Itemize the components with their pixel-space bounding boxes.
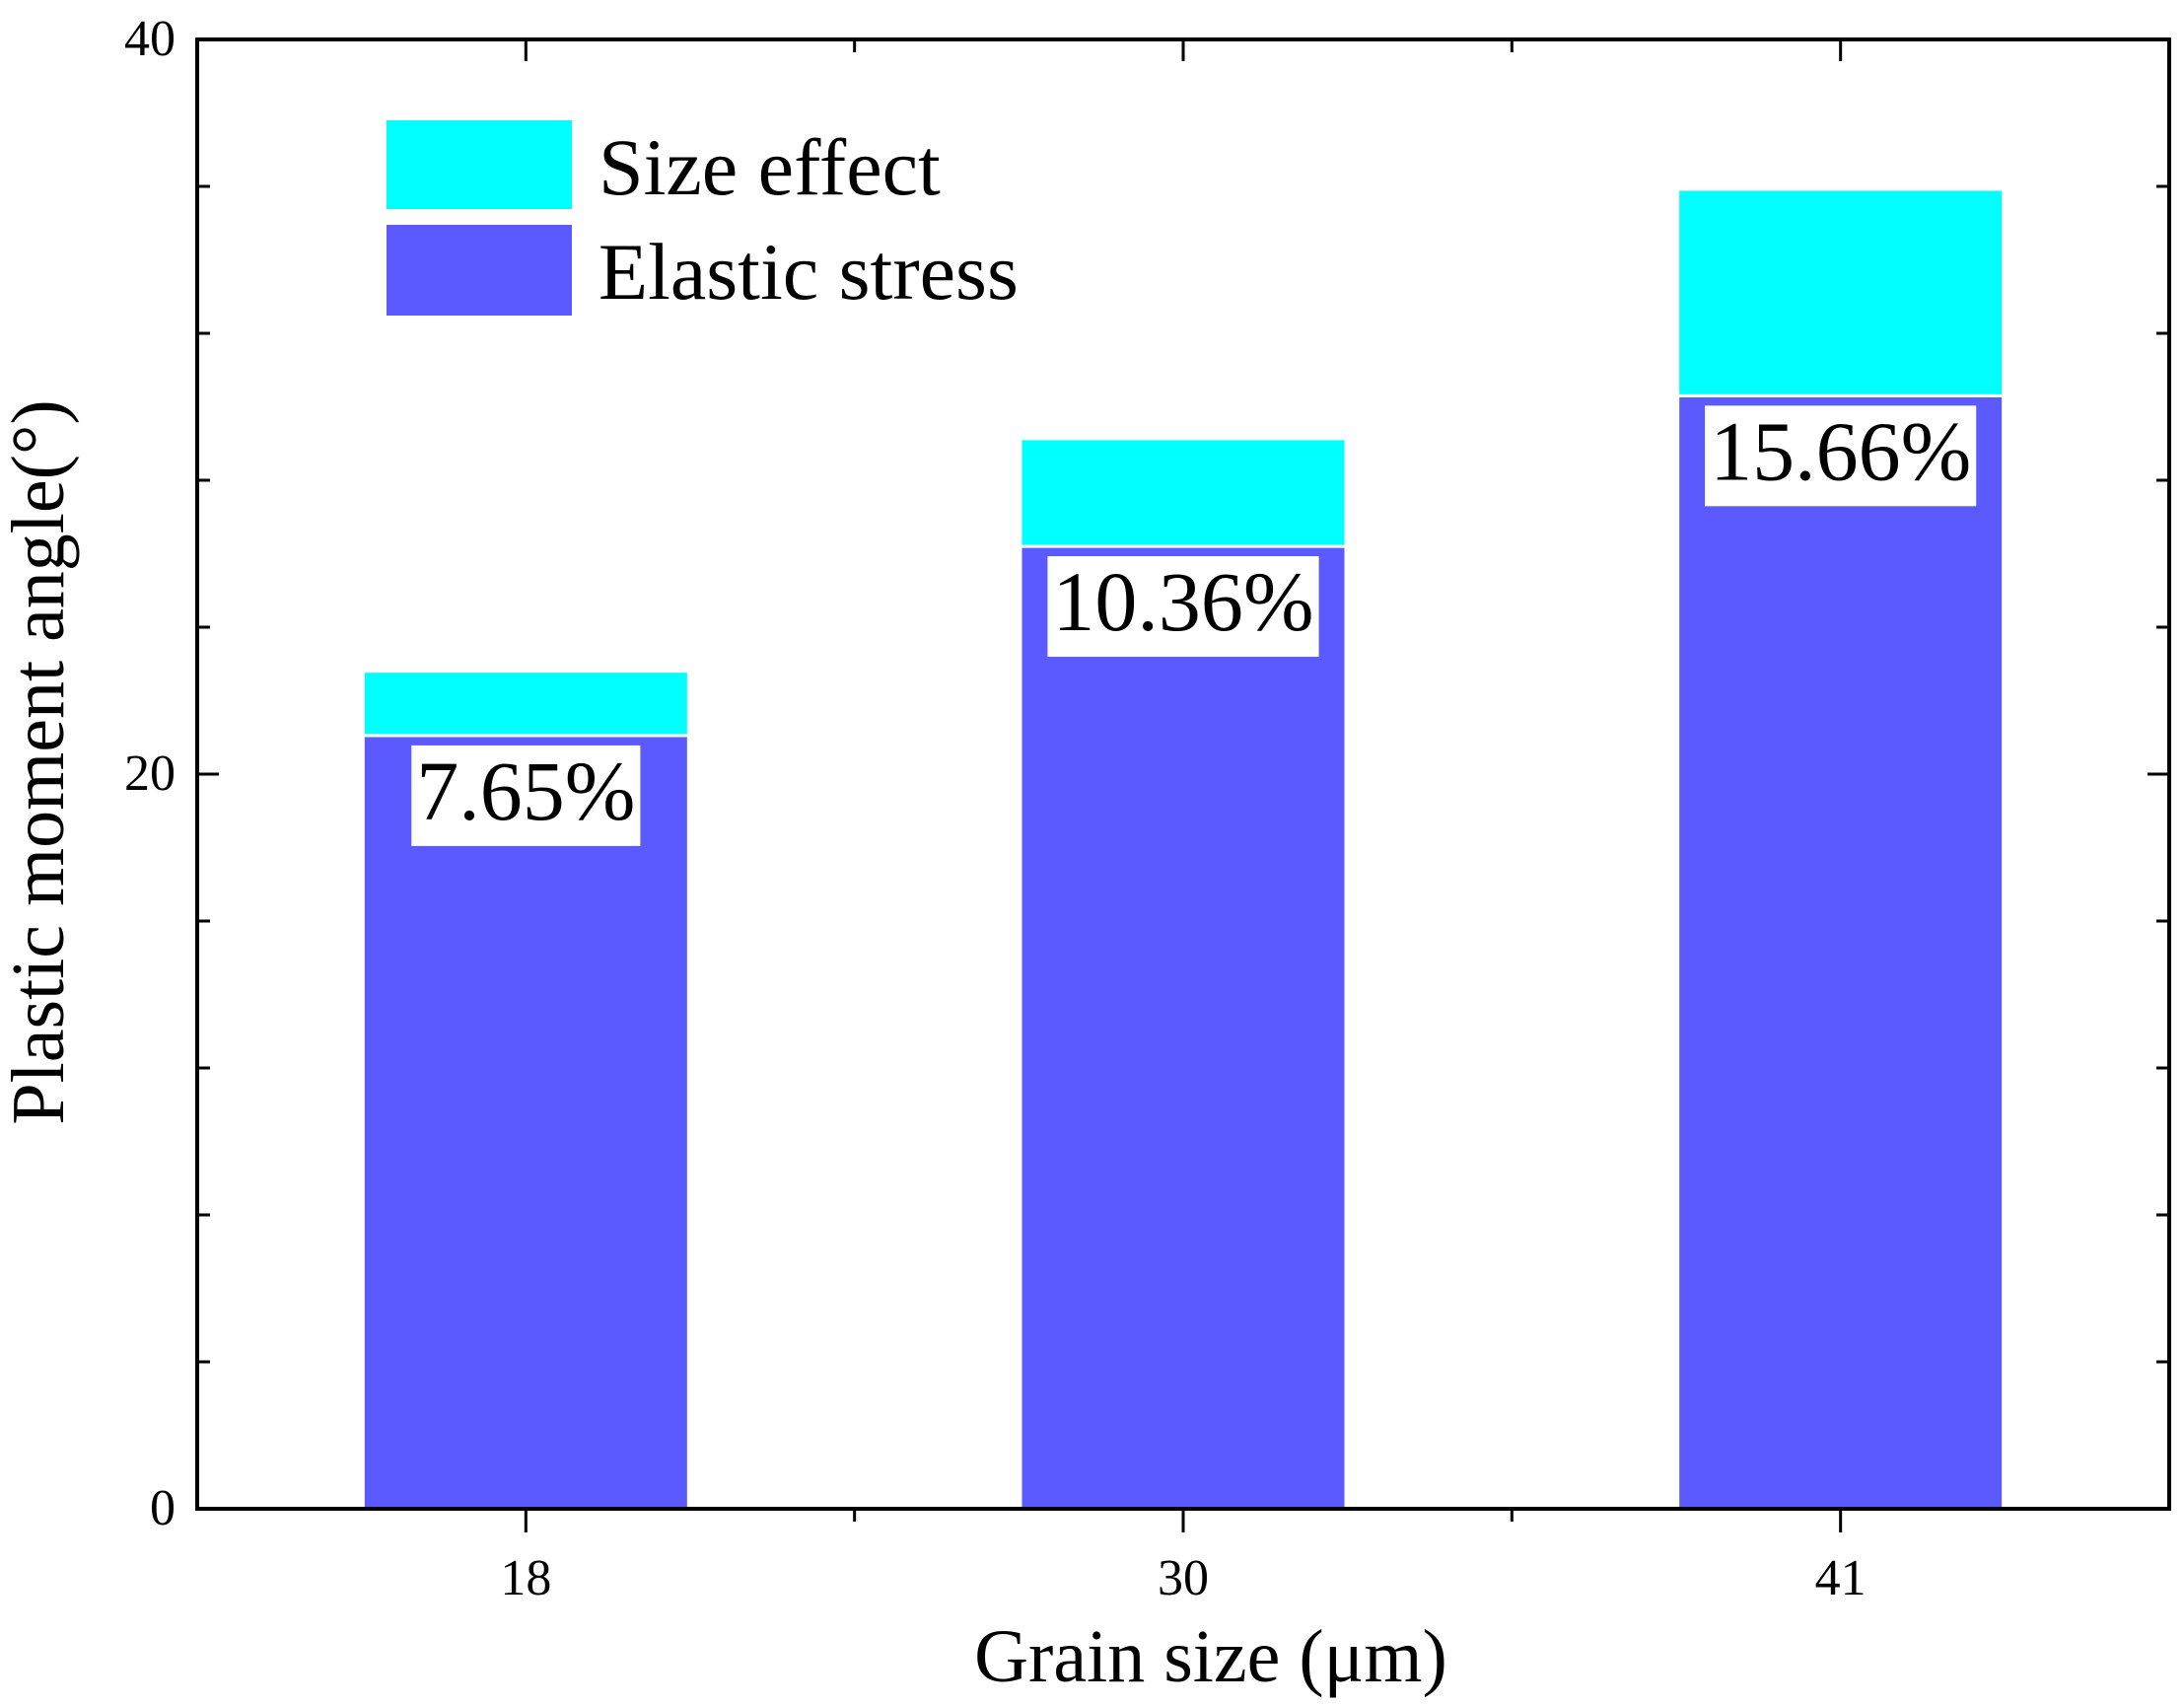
data-label-30: 10.36%	[1052, 554, 1313, 649]
data-labels-group: 7.65% 10.36% 15.66%	[411, 403, 1977, 846]
legend-label-size-effect: Size effect	[599, 122, 941, 212]
legend-swatch-size-effect	[387, 120, 572, 209]
bars-group	[361, 187, 2006, 1511]
x-tick-label-30: 30	[1158, 1550, 1209, 1606]
y-tick-label-40: 40	[124, 11, 176, 67]
axes-group: 0 20 40 18 30 41	[124, 11, 2171, 1606]
y-tick-label-0: 0	[150, 1480, 176, 1536]
legend-label-elastic-stress: Elastic stress	[599, 227, 1019, 317]
data-label-box-30	[1047, 556, 1319, 658]
y-tick-label-20: 20	[124, 746, 176, 802]
legend: Size effect Elastic stress	[387, 120, 1019, 317]
x-axis-title: Grain size (μm)	[974, 1615, 1447, 1698]
x-tick-label-18: 18	[500, 1550, 551, 1606]
x-tick-label-41: 41	[1815, 1550, 1867, 1606]
bar-elastic-stress-18	[361, 734, 690, 1511]
bar-elastic-stress-41	[1676, 393, 2006, 1511]
legend-swatch-elastic-stress	[387, 225, 572, 316]
bar-size-effect-18	[361, 670, 690, 738]
data-label-41: 15.66%	[1710, 403, 1971, 498]
y-axis-title: Plastic moment angle(°)	[0, 399, 80, 1124]
data-label-18: 7.65%	[416, 744, 635, 838]
bar-size-effect-30	[1019, 437, 1348, 548]
data-label-box-41	[1705, 405, 1977, 507]
data-label-box-18	[411, 745, 641, 846]
bar-size-effect-41	[1676, 187, 2006, 397]
bar-elastic-stress-30	[1019, 544, 1348, 1511]
